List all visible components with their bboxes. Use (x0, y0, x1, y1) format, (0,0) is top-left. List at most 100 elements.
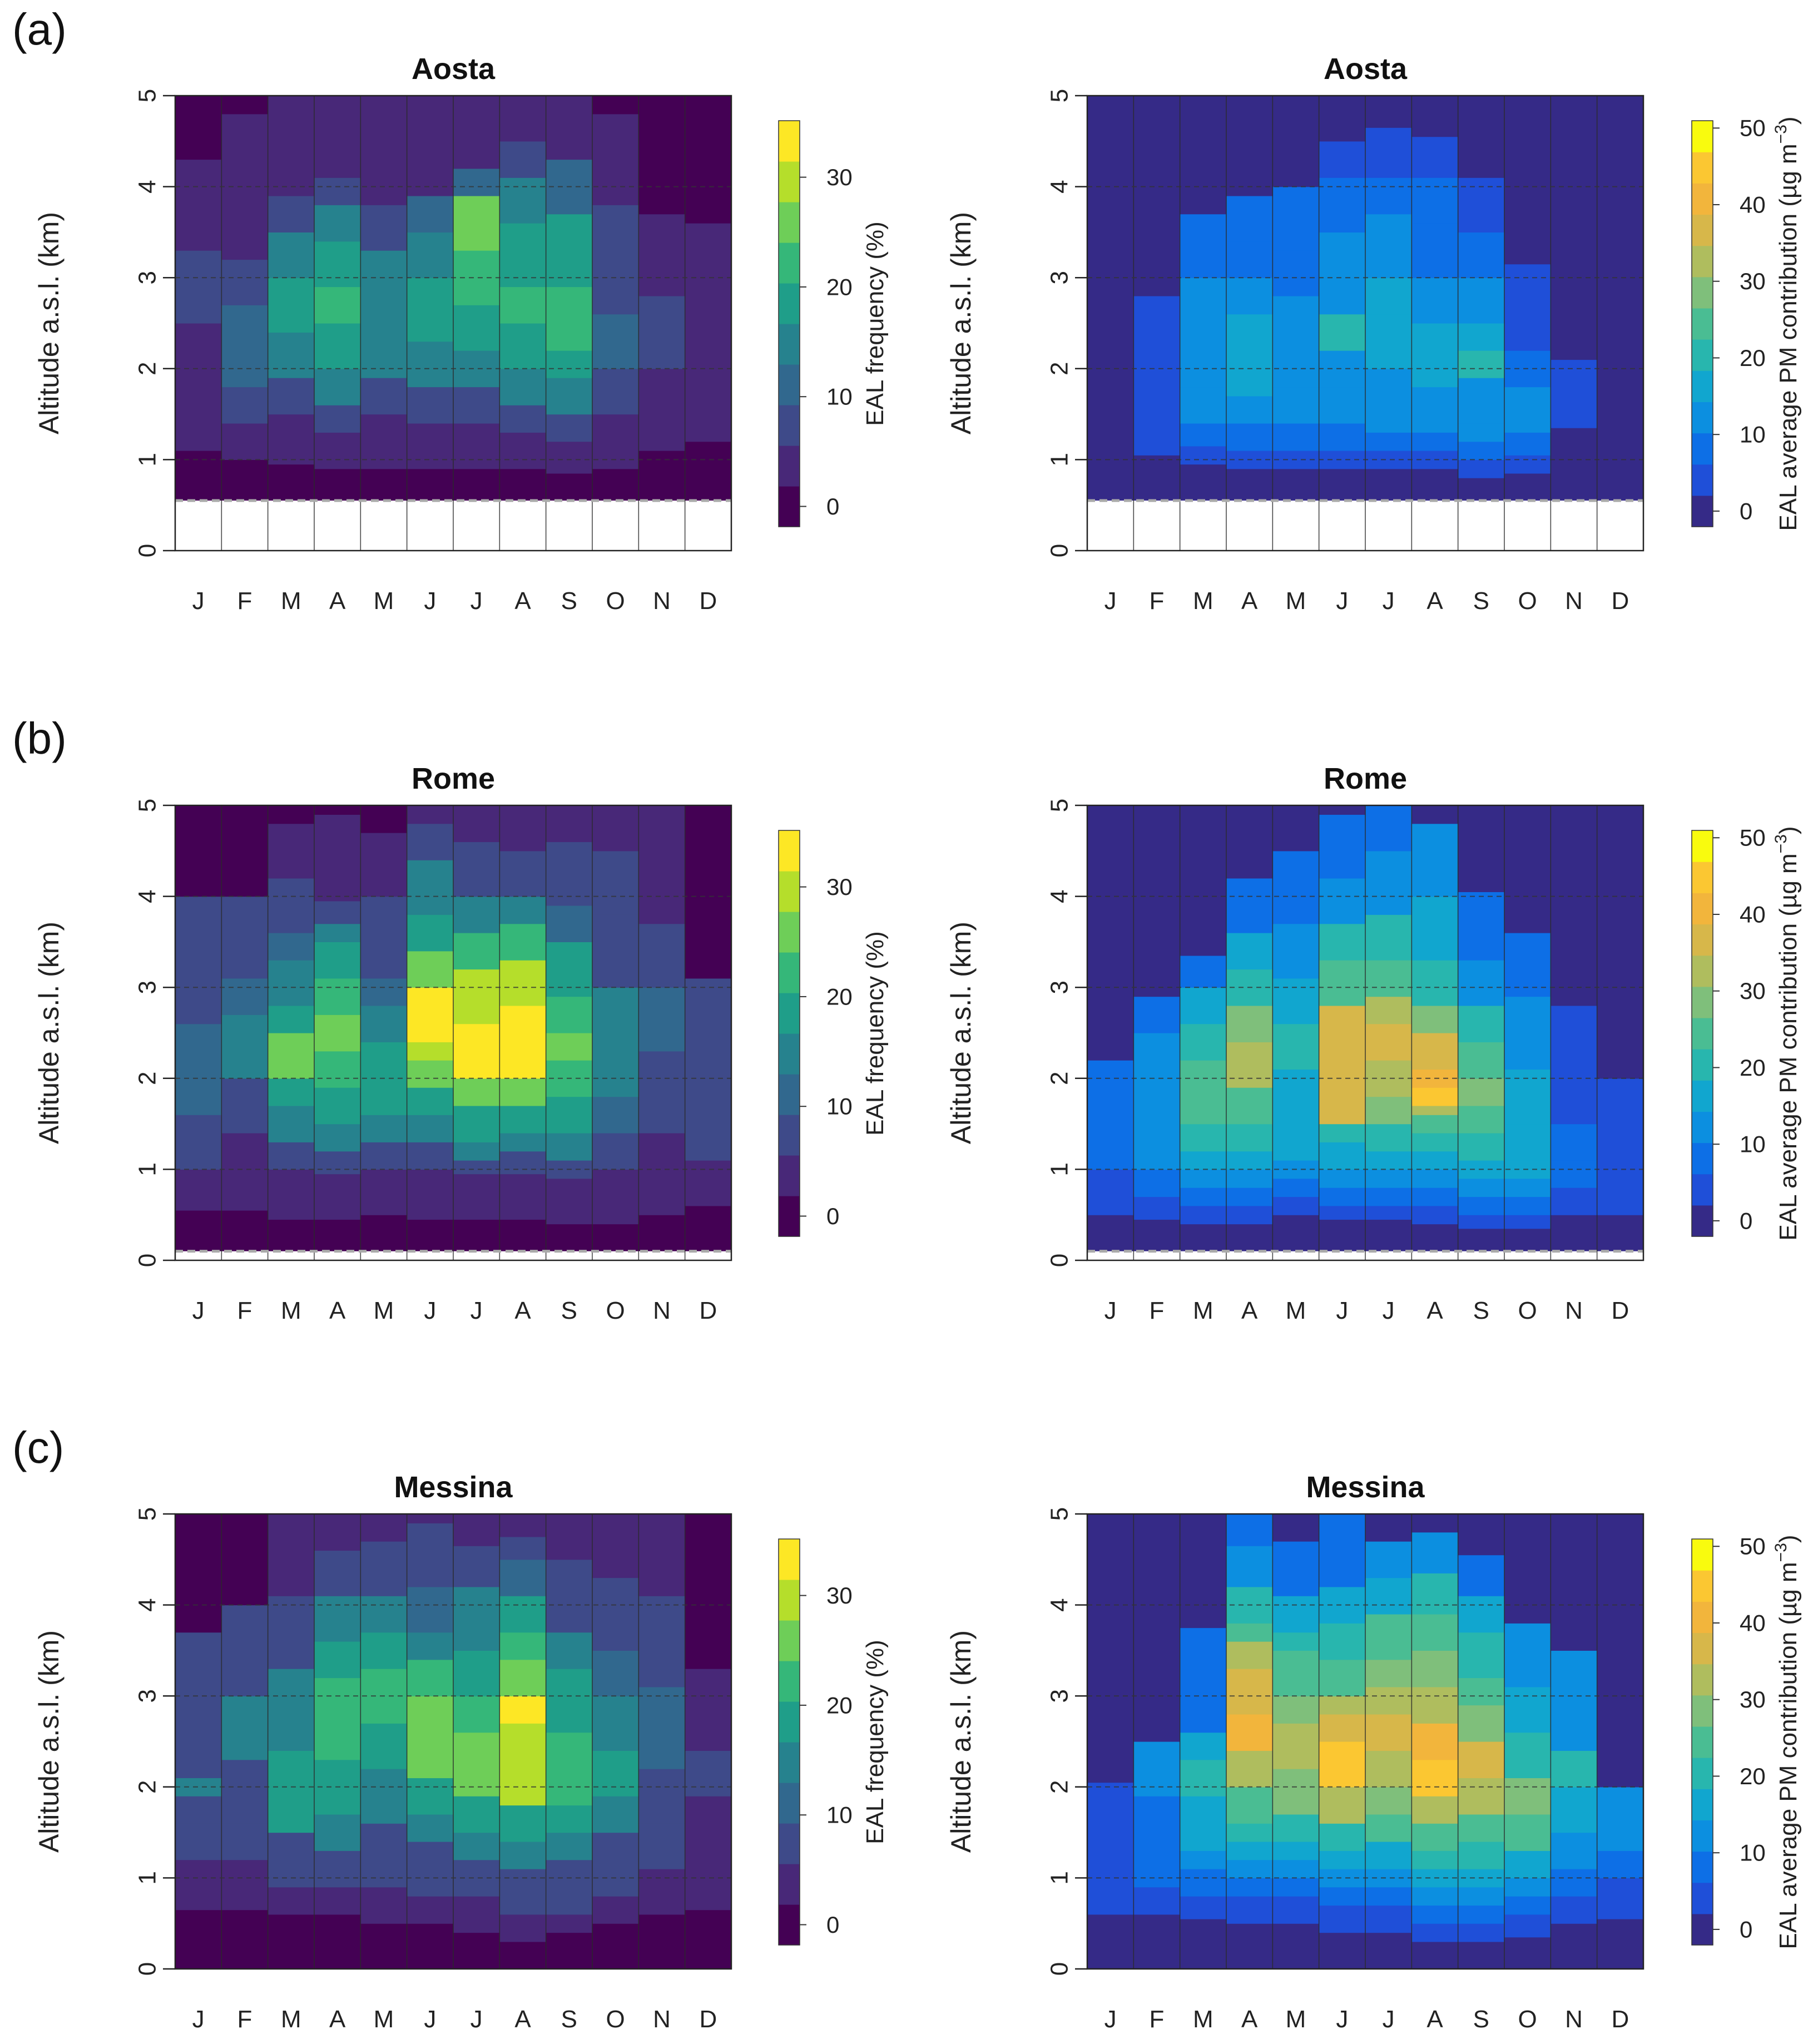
heatmap-cell (314, 1219, 361, 1252)
heatmap-cell (1365, 468, 1412, 501)
heatmap-cell (360, 332, 408, 378)
heatmap-cell (685, 1750, 732, 1796)
heatmap-cell (268, 1859, 315, 1888)
x-tick-label: S (1473, 2006, 1489, 2033)
y-tick-label: 1 (134, 1162, 161, 1176)
colorbar-tick-label: 10 (1740, 1131, 1766, 1157)
heatmap-cell (314, 1151, 361, 1175)
y-tick-label: 5 (134, 89, 161, 102)
colorbar-tick-label: 30 (1740, 978, 1766, 1004)
heatmap-cell (592, 1605, 639, 1651)
heatmap-cell (1226, 878, 1273, 933)
colorbar-segment (779, 871, 800, 912)
heatmap-cell (221, 978, 269, 1015)
heatmap-cell (360, 1187, 408, 1215)
y-tick-label: 2 (1046, 362, 1073, 375)
heatmap-cell (407, 1187, 454, 1220)
heatmap-cell (685, 978, 732, 1070)
heatmap-cell (1458, 1905, 1505, 1924)
heatmap-cell (499, 960, 547, 1006)
heatmap-cell (360, 1115, 408, 1142)
heatmap-cell (1504, 1069, 1551, 1125)
heatmap-cell (592, 1650, 639, 1696)
heatmap-cell (268, 232, 315, 278)
plot-frame (174, 1513, 732, 1970)
chart-title: Rome (412, 762, 495, 795)
heatmap-cell (360, 286, 408, 333)
chart-panel: Rome 0 1 2 3 4 5 Altitude a.s.l. (km) J F M A M J J A S O… (33, 762, 889, 1324)
colorbar-tick-label: 0 (826, 1203, 839, 1229)
heatmap-cell (453, 1832, 500, 1860)
heatmap-cell (221, 1605, 269, 1696)
heatmap-cell (268, 1105, 315, 1142)
heatmap-cell (1180, 96, 1227, 215)
heatmap-cell (314, 468, 361, 501)
y-tick-label: 2 (1046, 1072, 1073, 1085)
heatmap-cell (1226, 1514, 1273, 1546)
heatmap-cell (1226, 1042, 1273, 1088)
heatmap-cell (407, 914, 454, 952)
heatmap-cell (314, 978, 361, 1015)
below-ground-cell (268, 501, 315, 551)
colorbar-tick-label: 20 (1740, 1055, 1766, 1081)
heatmap-cell (1180, 955, 1227, 988)
heatmap-cell (1180, 1060, 1227, 1125)
y-tick-label: 4 (134, 180, 161, 193)
below-ground-cell (638, 501, 686, 551)
heatmap-cell (360, 468, 408, 501)
heatmap-cell (360, 1142, 408, 1170)
heatmap-cell (1319, 1696, 1366, 1715)
heatmap-cell (1133, 996, 1181, 1033)
below-ground-cell (1272, 1251, 1320, 1260)
heatmap-cell (314, 1814, 361, 1851)
heatmap-cell (1458, 1677, 1505, 1706)
heatmap-cell (1411, 1923, 1459, 1942)
below-ground-cell (221, 1251, 269, 1260)
heatmap-cell (1411, 1941, 1459, 1969)
colorbar-label: EAL frequency (%) (861, 1640, 889, 1844)
heatmap-cell (1597, 1215, 1644, 1252)
x-tick-label: O (1518, 2006, 1537, 2033)
x-tick-label: J (1104, 587, 1117, 615)
x-tick-label: S (1473, 587, 1489, 615)
colorbar-segment (779, 121, 800, 162)
y-axis-label: Altitude a.s.l. (km) (33, 1630, 65, 1853)
heatmap-cell (314, 805, 361, 815)
heatmap-cell (1272, 1878, 1320, 1897)
x-tick-label: D (1611, 1297, 1629, 1324)
heatmap-cell (1180, 1224, 1227, 1252)
x-tick-label: J (1383, 587, 1395, 615)
heatmap-cell (407, 1869, 454, 1897)
below-ground-cell (407, 501, 454, 551)
heatmap-cell (175, 1632, 222, 1779)
heatmap-cell (592, 1224, 639, 1252)
heatmap-cell (1411, 1532, 1459, 1573)
colorbar-segment (779, 1742, 800, 1783)
colorbar-tick-label: 50 (1740, 825, 1766, 851)
heatmap-cell (638, 1596, 686, 1651)
heatmap-cell (638, 414, 686, 451)
heatmap-cell (407, 423, 454, 451)
colorbar-segment (779, 486, 800, 527)
heatmap-cell (268, 823, 315, 879)
colorbar-segment (1692, 1539, 1713, 1571)
x-tick-label: N (653, 1297, 671, 1324)
heatmap-cell (314, 1550, 361, 1596)
y-tick-label: 2 (134, 1780, 161, 1794)
heatmap-cell (1272, 1215, 1320, 1252)
heatmap-cell (1180, 987, 1227, 1025)
heatmap-cell (1087, 1115, 1134, 1170)
colorbar-tick-label: 0 (826, 1912, 839, 1938)
heatmap-cell (268, 933, 315, 961)
x-tick-label: D (1611, 587, 1629, 615)
x-tick-label: D (699, 2006, 717, 2033)
colorbar-tick-label: 20 (1740, 1763, 1766, 1789)
heatmap-cell (1319, 1850, 1366, 1869)
heatmap-cell (1180, 278, 1227, 324)
colorbar-segment (1692, 1111, 1713, 1144)
heatmap-cell (1458, 232, 1505, 278)
y-axis-label: Altitude a.s.l. (km) (945, 1630, 977, 1853)
x-tick-label: A (329, 587, 346, 615)
heatmap-cell (1319, 1714, 1366, 1742)
heatmap-cell (1272, 1650, 1320, 1696)
